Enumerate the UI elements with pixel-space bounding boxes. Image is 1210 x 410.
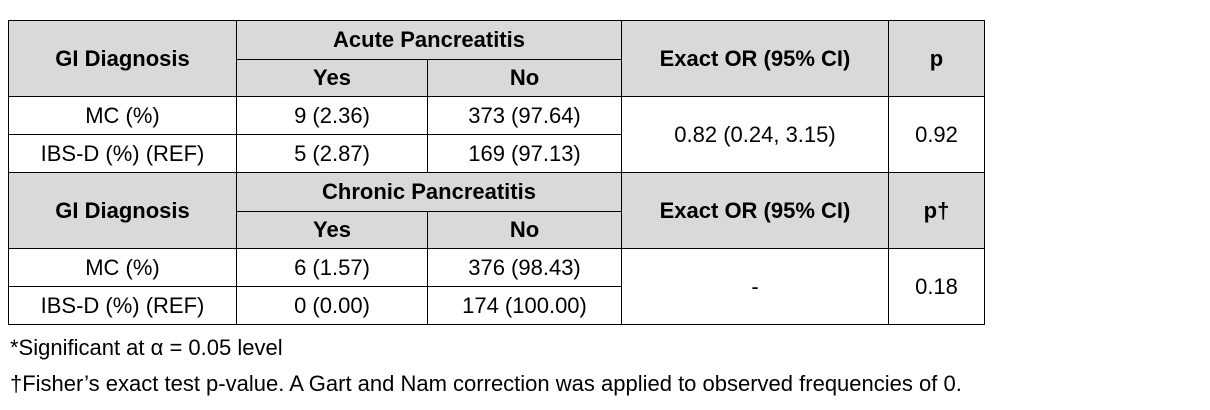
footnotes: *Significant at α = 0.05 level †Fisher’s… — [10, 330, 962, 402]
no-header: No — [427, 211, 622, 249]
footnote-significance: *Significant at α = 0.05 level — [10, 335, 283, 360]
row-label: MC (%) — [8, 248, 237, 287]
yes-cell: 6 (1.57) — [236, 248, 428, 287]
p-value: 0.92 — [888, 96, 985, 173]
yes-header: Yes — [236, 59, 428, 97]
table-row: IBS-D (%) (REF) 0 (0.00) 174 (100.00) — [8, 286, 985, 325]
table-row: MC (%) 6 (1.57) 376 (98.43) - 0.18 — [8, 248, 985, 325]
row-label: IBS-D (%) (REF) — [8, 134, 237, 173]
p-value: 0.18 — [888, 248, 985, 325]
chronic-header-row: GI Diagnosis Chronic Pancreatitis Exact … — [8, 172, 985, 249]
footnote-fisher: †Fisher’s exact test p-value. A Gart and… — [10, 371, 962, 396]
exact-or-value: - — [621, 248, 889, 325]
acute-header-row: GI Diagnosis Acute Pancreatitis Exact OR… — [8, 20, 985, 97]
acute-pancreatitis-header: Acute Pancreatitis — [236, 20, 622, 60]
yes-cell: 5 (2.87) — [236, 134, 428, 173]
yes-cell: 9 (2.36) — [236, 96, 428, 135]
gi-diagnosis-header: GI Diagnosis — [8, 20, 237, 97]
yes-cell: 0 (0.00) — [236, 286, 428, 325]
results-table: GI Diagnosis Acute Pancreatitis Exact OR… — [8, 20, 985, 325]
no-cell: 373 (97.64) — [427, 96, 622, 135]
table-row: IBS-D (%) (REF) 5 (2.87) 169 (97.13) — [8, 134, 985, 173]
no-cell: 174 (100.00) — [427, 286, 622, 325]
row-label: IBS-D (%) (REF) — [8, 286, 237, 325]
exact-or-value: 0.82 (0.24, 3.15) — [621, 96, 889, 173]
table-row: MC (%) 9 (2.36) 373 (97.64) 0.82 (0.24, … — [8, 96, 985, 173]
yes-header: Yes — [236, 211, 428, 249]
p-dagger-header: p† — [888, 172, 985, 249]
chronic-subheader-row: Yes No — [9, 211, 985, 249]
no-cell: 169 (97.13) — [427, 134, 622, 173]
gi-diagnosis-header: GI Diagnosis — [8, 172, 237, 249]
chronic-pancreatitis-header: Chronic Pancreatitis — [236, 172, 622, 212]
exact-or-header: Exact OR (95% CI) — [621, 172, 889, 249]
no-cell: 376 (98.43) — [427, 248, 622, 287]
acute-subheader-row: Yes No — [9, 59, 985, 97]
p-header: p — [888, 20, 985, 97]
row-label: MC (%) — [8, 96, 237, 135]
exact-or-header: Exact OR (95% CI) — [621, 20, 889, 97]
no-header: No — [427, 59, 622, 97]
